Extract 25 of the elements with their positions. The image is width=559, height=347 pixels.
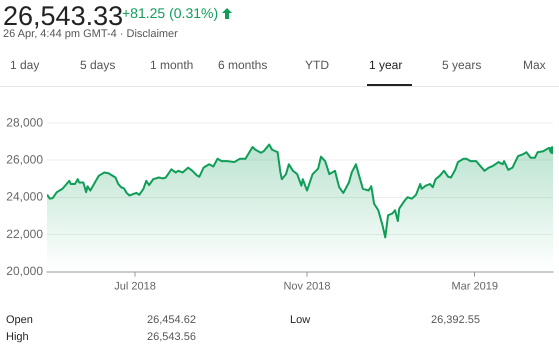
chart-subtitle: +81.25 (0.31%) xyxy=(122,5,218,21)
chart-title: 26,543.33 xyxy=(3,1,124,31)
y-tick-label: 22,000 xyxy=(6,226,44,241)
text: 1 year xyxy=(369,58,402,72)
y-tick-label: 28,000 xyxy=(6,115,44,130)
text: 26 Apr, 4:44 pm GMT-4 · Disclaimer xyxy=(3,28,178,40)
text: High xyxy=(6,331,29,343)
y-tick-label: 26,000 xyxy=(6,152,44,167)
text: Low xyxy=(290,314,310,326)
text: 5 days xyxy=(80,58,116,72)
text: 6 months xyxy=(218,58,268,72)
text: YTD xyxy=(305,58,329,72)
text: 1 day xyxy=(10,58,40,72)
y-tick-label: 24,000 xyxy=(6,190,44,204)
text: 26,454.62 xyxy=(147,314,196,326)
text: 26,543.56 xyxy=(147,331,196,343)
text: 5 years xyxy=(442,58,482,72)
text: Max xyxy=(523,58,546,72)
text: 1 month xyxy=(150,58,194,72)
y-tick-label: 20,000 xyxy=(6,264,44,278)
text: Open xyxy=(6,314,33,326)
x-tick-label: Jul 2018 xyxy=(114,280,156,292)
x-tick-label: Nov 2018 xyxy=(283,280,331,292)
text: 26,392.55 xyxy=(431,314,480,326)
x-tick-label: Mar 2019 xyxy=(451,280,498,292)
